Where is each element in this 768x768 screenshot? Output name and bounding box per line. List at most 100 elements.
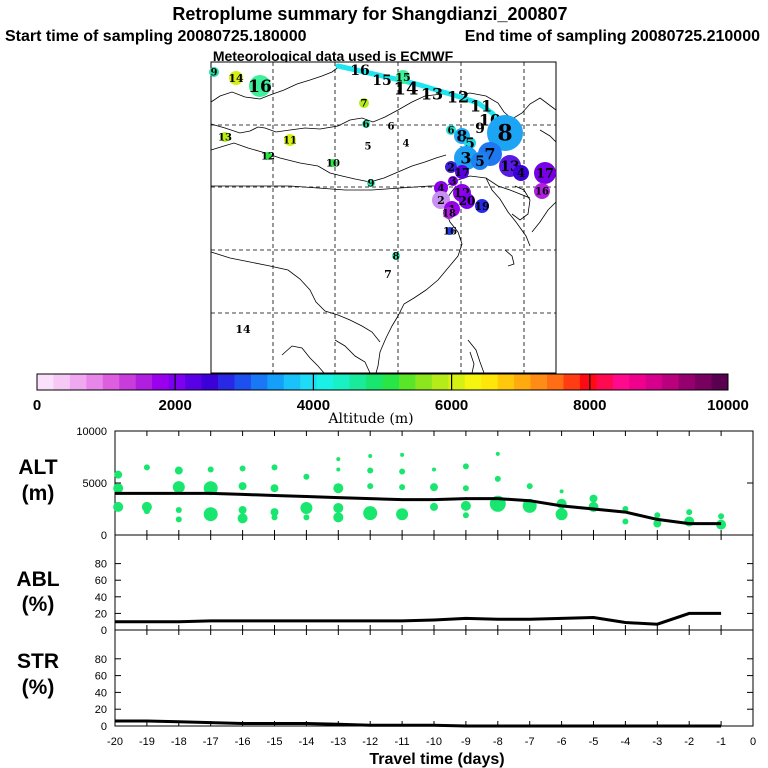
map-day-label: 11 [470,97,492,116]
alt-cluster-point [172,481,185,494]
map-bubble [475,199,489,213]
map-bubble [534,183,550,199]
x-tick-label: -13 [330,736,346,748]
y-tick-label: 20 [95,608,107,620]
map-day-label: 14 [228,72,244,85]
map-day-label: 8 [393,252,400,263]
map-day-label: 20 [459,194,476,208]
y-tick-label: 10000 [76,426,107,438]
colorbar-swatch [514,374,532,390]
x-tick-label: -18 [171,736,187,748]
colorbar-swatch [612,374,630,390]
alt-cluster-point [303,473,310,480]
alt-cluster-point [462,485,469,492]
map-day-label: 7 [484,145,495,164]
colorbar-swatch [250,374,268,390]
colorbar-swatch [316,374,334,390]
map-day-label: 14 [235,323,251,336]
alt-cluster-point [175,507,182,514]
x-tick-label: -16 [235,736,251,748]
colorbar-label: Altitude (m) [327,411,413,427]
y-tick-label: 60 [95,671,107,683]
map-bubble [249,75,271,97]
map-bubble [392,252,400,260]
map-bubble [534,162,556,184]
colorbar-swatch [629,374,647,390]
colorbar-swatch [547,374,564,390]
map-bubble [443,207,455,219]
end-time: End time of sampling 20080725.210000 [465,28,760,45]
abl-label: ABL [16,568,59,591]
map-bubble [464,137,476,149]
map-bubble [459,193,475,209]
colorbar-swatch [530,374,548,390]
str-label: STR [17,650,59,673]
alt-cluster-point [653,519,662,528]
colorbar-tick: 8000 [573,397,606,414]
colorbar-swatch [69,374,87,390]
colorbar-swatch [201,374,219,390]
alt-cluster-point [271,464,278,471]
alt-cluster-point [300,501,313,514]
map-day-label: 7 [384,268,392,281]
alt-cluster-point [494,475,501,482]
map-bubble [284,134,296,146]
met-data-note: Meteorological data used is ECMWF [213,48,454,64]
colorbar-swatch [119,374,137,390]
colorbar-frame [36,373,729,391]
alt-cluster-point [270,484,279,493]
alt-cluster-point [113,483,124,494]
x-tick-label: -4 [621,736,631,748]
y-tick-label: 0 [101,625,107,637]
abl-frame [114,534,754,631]
alt-cluster-point [114,470,123,479]
x-tick-label: -7 [525,736,535,748]
alt-cluster-point [399,468,406,475]
alt-cluster-point [686,509,693,516]
x-tick-label: -9 [461,736,471,748]
map-day-label: 9 [211,68,218,79]
colorbar-swatch [86,374,104,390]
map-bubble [220,132,230,142]
alt-cluster-point [400,452,405,457]
colorbar-swatch [695,374,713,390]
map-bubble [329,159,337,167]
map-day-label: 4 [438,184,445,195]
map-day-label: 2 [437,194,445,207]
alt-cluster-point [495,451,500,456]
alt-cluster-point [654,512,661,519]
map-day-label: 13 [421,85,443,104]
alt-cluster-point [430,483,438,492]
str-frame [114,629,754,727]
abl-y-ticks: 80 60 40 20 0 [95,559,753,637]
colorbar-tick: 6000 [435,397,468,414]
x-tick-label: -12 [362,736,378,748]
colorbar-swatch [398,374,416,390]
plume-track [335,63,506,128]
abl-unit: (%) [22,593,55,616]
map-bubble [446,227,454,235]
colorbar-swatch [168,374,186,390]
colorbar-swatch [349,374,367,390]
colorbar-swatch [135,374,153,390]
map-day-label: 15 [372,73,391,89]
altitude-colorbar: 0 2000 4000 6000 8000 10000 [33,373,749,414]
colorbar-swatch [37,374,54,390]
map-bubble [359,98,369,108]
colorbar-tick: 0 [33,397,41,414]
alt-cluster-point [718,513,725,520]
alt-cluster-point [333,502,344,513]
alt-cluster-point [526,483,533,490]
y-tick-label: 80 [95,559,107,571]
map-day-label: 16 [350,63,369,79]
alt-cluster-point [271,514,278,521]
x-tick-label: -19 [139,736,155,748]
str-panel: STR (%) 80 60 40 20 0 [17,629,754,733]
map-day-label: 3 [460,149,471,168]
map-day-label: 2 [447,161,455,174]
alt-cluster-point [363,506,378,521]
map-bubble [362,120,370,128]
map-day-label: 8 [497,121,512,147]
colorbar-swatch [497,374,515,390]
